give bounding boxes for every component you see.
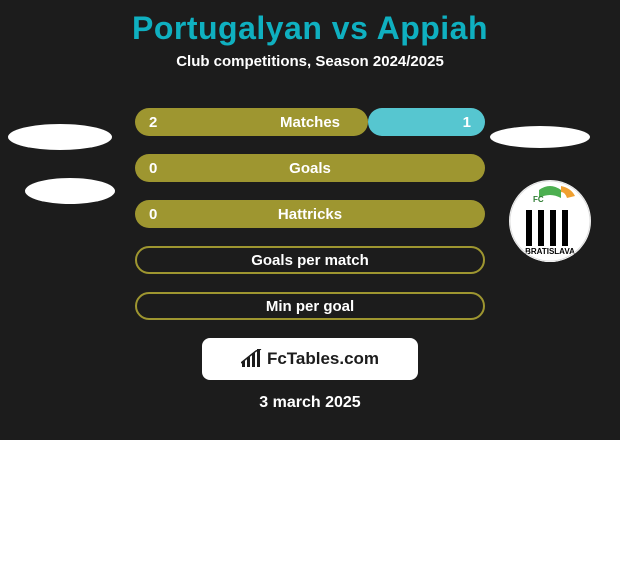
fctables-watermark: FcTables.com — [202, 338, 418, 380]
comparison-row: Min per goal — [0, 292, 620, 320]
comparison-bars: Matches 2 1 Goals 0 Hattricks 0 Goals per match… — [0, 108, 620, 320]
bar-label: Goals — [289, 160, 331, 177]
bar-label: Hattricks — [278, 206, 342, 223]
bar-chart-icon — [241, 349, 263, 369]
bar-value-left: 0 — [149, 206, 157, 223]
bar-value-right: 1 — [463, 114, 471, 131]
bar: Goals 0 — [135, 154, 485, 182]
comparison-row: Hattricks 0 — [0, 200, 620, 228]
comparison-row: Goals 0 — [0, 154, 620, 182]
bar-label: Goals per match — [251, 252, 369, 269]
bar: Matches 2 1 — [135, 108, 485, 136]
bar-value-left: 0 — [149, 160, 157, 177]
subtitle: Club competitions, Season 2024/2025 — [0, 53, 620, 70]
fctables-text: FcTables.com — [267, 349, 379, 369]
date-text: 3 march 2025 — [0, 394, 620, 412]
bar: Goals per match — [135, 246, 485, 274]
bar-label: Min per goal — [266, 298, 354, 315]
page-title: Portugalyan vs Appiah — [0, 0, 620, 47]
bar: Hattricks 0 — [135, 200, 485, 228]
comparison-row: Goals per match — [0, 246, 620, 274]
bar-value-left: 2 — [149, 114, 157, 131]
card: Portugalyan vs Appiah Club competitions,… — [0, 0, 620, 440]
bar: Min per goal — [135, 292, 485, 320]
comparison-row: Matches 2 1 — [0, 108, 620, 136]
bar-label: Matches — [280, 114, 340, 131]
